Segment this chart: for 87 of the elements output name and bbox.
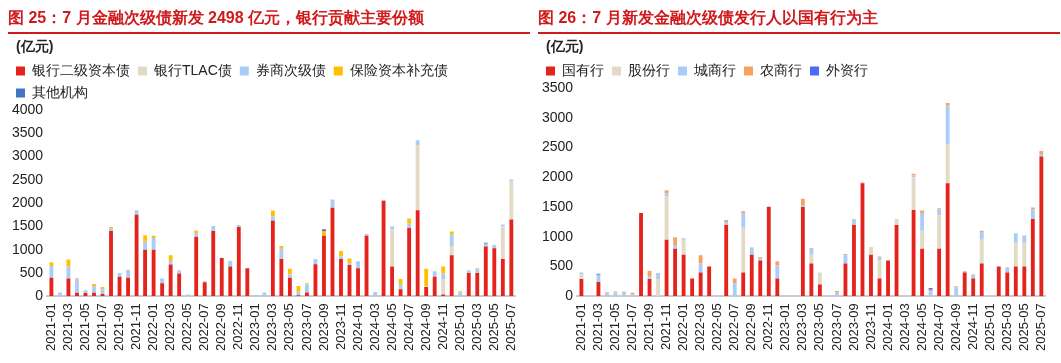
x-tick-label: 2022-09 (743, 303, 759, 352)
x-tick-label: 2022-03 (162, 303, 178, 352)
x-tick-label: 2025-03 (998, 303, 1014, 352)
x-tick-label: 2024-07 (400, 303, 416, 352)
x-tick-label: 2023-03 (264, 303, 280, 352)
y-tick-label: 500 (549, 257, 574, 274)
x-tick-label: 2024-05 (383, 303, 399, 352)
legend-label: 银行二级资本债 (31, 61, 130, 78)
chart-title: 图 26：7 月新发金融次级债发行人以国有行为主 (538, 8, 879, 28)
x-tick-label: 2024-11 (434, 303, 450, 351)
y-tick-label: 0 (35, 287, 44, 304)
x-tick-label: 2022-11 (760, 303, 776, 351)
y-tick-label: 500 (19, 263, 44, 280)
x-tick-label: 2023-09 (315, 303, 331, 352)
y-axis-title: (亿元) (16, 38, 54, 56)
x-tick-label: 2025-05 (485, 303, 501, 352)
y-tick-label: 2000 (11, 194, 44, 210)
x-tick-label: 2023-01 (247, 303, 263, 352)
x-tick-label: 2025-03 (468, 303, 484, 352)
x-tick-label: 2022-07 (726, 303, 742, 352)
x-tick-label: 2025-05 (1015, 303, 1031, 352)
y-tick-label: 2500 (541, 138, 574, 155)
y-tick-label: 3500 (11, 124, 44, 141)
x-tick-label: 2025-07 (1032, 303, 1048, 352)
y-tick-label: 3000 (11, 147, 44, 164)
x-tick-label: 2025-07 (502, 303, 518, 352)
y-tick-label: 1500 (541, 197, 574, 214)
x-tick-label: 2022-09 (213, 303, 229, 352)
legend-label: 国有行 (562, 61, 604, 78)
x-tick-label: 2025-01 (451, 303, 467, 352)
x-tick-label: 2024-05 (913, 303, 929, 352)
legend-label: 股份行 (628, 61, 670, 78)
y-tick-label: 2000 (541, 168, 574, 185)
y-axis-title: (亿元) (546, 38, 584, 56)
x-tick-label: 2021-11 (658, 303, 674, 351)
x-tick-label: 2022-07 (196, 303, 212, 352)
x-tick-label: 2021-07 (94, 303, 110, 352)
legend-label: 农商行 (760, 61, 802, 78)
x-tick-label: 2025-01 (981, 303, 997, 352)
y-tick-label: 1000 (11, 240, 44, 257)
x-tick-label: 2024-11 (964, 303, 980, 351)
legend-label: 券商次级债 (255, 61, 326, 78)
legend-label: 保险资本补充债 (349, 61, 448, 78)
legend-label: 外资行 (826, 61, 868, 78)
y-tick-label: 2500 (11, 170, 44, 187)
legend-label: 银行TLAC债 (153, 61, 232, 78)
x-tick-label: 2021-07 (624, 303, 640, 352)
x-tick-label: 2021-05 (607, 303, 623, 352)
y-tick-label: 4000 (11, 100, 44, 117)
x-tick-label: 2024-03 (896, 303, 912, 352)
x-tick-label: 2024-01 (349, 303, 365, 352)
x-tick-label: 2021-03 (590, 303, 606, 352)
x-tick-label: 2023-07 (828, 303, 844, 352)
x-tick-label: 2022-03 (692, 303, 708, 352)
x-tick-label: 2021-03 (60, 303, 76, 352)
x-tick-label: 2024-03 (366, 303, 382, 352)
x-tick-label: 2024-07 (930, 303, 946, 352)
x-tick-label: 2023-05 (281, 303, 297, 352)
x-tick-label: 2022-01 (675, 303, 691, 352)
x-tick-label: 2021-11 (128, 303, 144, 351)
y-tick-label: 1000 (541, 227, 574, 244)
x-tick-label: 2021-05 (77, 303, 93, 352)
legend-label: 城商行 (693, 61, 736, 78)
x-tick-label: 2024-01 (879, 303, 895, 352)
x-tick-label: 2023-11 (332, 303, 348, 351)
y-tick-label: 1500 (11, 217, 44, 234)
y-tick-label: 3500 (541, 78, 574, 95)
chart-title: 图 25：7 月金融次级债新发 2498 亿元，银行贡献主要份额 (8, 8, 426, 29)
x-tick-label: 2022-01 (145, 303, 161, 352)
x-tick-label: 2023-07 (298, 303, 314, 352)
x-tick-label: 2022-05 (709, 303, 725, 352)
x-tick-label: 2023-03 (794, 303, 810, 352)
x-tick-label: 2023-05 (811, 303, 827, 352)
x-tick-label: 2021-09 (641, 303, 657, 352)
x-tick-label: 2023-11 (862, 303, 878, 351)
x-tick-label: 2021-09 (111, 303, 127, 352)
y-tick-label: 0 (565, 287, 574, 304)
x-tick-label: 2021-01 (572, 303, 588, 352)
x-tick-label: 2022-05 (179, 303, 195, 352)
x-tick-label: 2023-01 (777, 303, 793, 352)
x-tick-label: 2024-09 (947, 303, 963, 352)
x-tick-label: 2024-09 (417, 303, 433, 352)
x-tick-label: 2023-09 (845, 303, 861, 352)
x-tick-label: 2022-11 (230, 303, 246, 351)
legend-label: 其他机构 (32, 83, 88, 100)
x-tick-label: 2021-01 (42, 303, 58, 352)
y-tick-label: 3000 (541, 108, 574, 125)
